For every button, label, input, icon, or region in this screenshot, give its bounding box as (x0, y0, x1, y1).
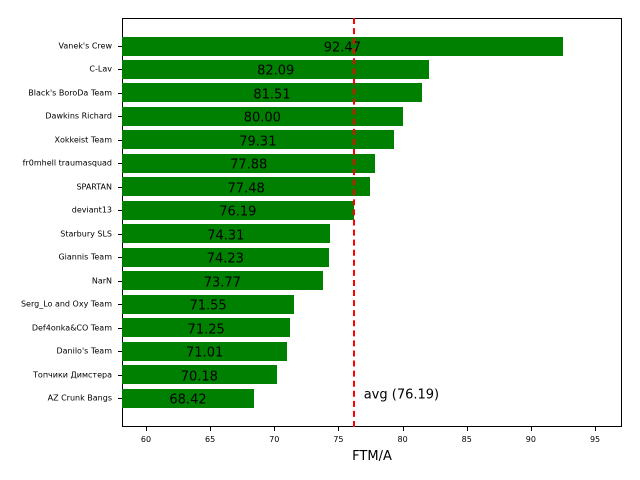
bar-value-label: 70.18 (180, 369, 218, 385)
y-tick-label: C-Lav (89, 64, 112, 74)
y-tick (118, 46, 122, 47)
y-tick-label: NarN (91, 276, 112, 286)
y-tick (118, 257, 122, 259)
bar (122, 153, 376, 173)
bar-value-label: 74.23 (206, 251, 244, 267)
x-tick-label: 75 (333, 435, 344, 444)
x-axis-title: FTM/A (352, 449, 392, 464)
bar-value-label: 73.77 (203, 275, 241, 291)
x-tick-label: 95 (589, 435, 601, 444)
bar (122, 59, 430, 79)
bar-value-label: 71.25 (187, 322, 225, 338)
bar (122, 341, 288, 361)
y-tick (118, 351, 122, 353)
x-tick-label: 80 (397, 435, 408, 444)
x-tick (466, 427, 468, 431)
x-tick (530, 427, 532, 431)
x-tick-label: 90 (525, 435, 536, 444)
bar (122, 318, 291, 338)
y-tick (118, 280, 122, 282)
y-tick (118, 186, 122, 188)
bar-value-label: 68.42 (169, 392, 207, 408)
y-tick-label: Serg_Lo and Oxy Team (20, 299, 112, 309)
bar (122, 130, 394, 150)
y-tick (118, 116, 122, 118)
y-tick-label: Def4onka&CO Team (31, 323, 112, 333)
x-tick-label: 85 (461, 435, 472, 444)
bar-value-label: 76.19 (219, 204, 257, 220)
y-tick-label: Топчики Димстера (33, 370, 112, 380)
bar (122, 106, 403, 126)
y-tick (118, 304, 122, 306)
y-tick-label: Black's BoroDa Team (28, 88, 112, 98)
x-tick (145, 427, 147, 431)
bar-value-label: 79.31 (239, 134, 277, 150)
x-tick-label: 65 (205, 435, 216, 444)
average-reference-line (352, 18, 355, 427)
bar (122, 247, 329, 267)
bar-value-label: 92.47 (323, 40, 361, 56)
bar-value-label: 71.55 (189, 298, 227, 314)
plot-area (122, 18, 622, 427)
y-tick-label: Danilo's Team (56, 346, 112, 356)
y-tick-label: Giannis Team (58, 252, 112, 262)
bar (122, 271, 323, 291)
x-tick (595, 427, 597, 431)
y-tick (118, 233, 122, 235)
x-tick (402, 427, 404, 431)
y-tick-label: Xokkeist Team (54, 135, 113, 145)
bar (122, 365, 277, 385)
y-tick-label: AZ Crunk Bangs (47, 393, 112, 403)
x-tick (338, 427, 340, 431)
y-tick (118, 374, 122, 376)
x-tick-label: 70 (269, 435, 280, 444)
y-tick-label: deviant13 (71, 205, 112, 215)
average-label: avg (76.19) (363, 387, 440, 403)
bar (122, 36, 563, 56)
bar (122, 83, 422, 103)
x-tick (210, 427, 212, 431)
y-tick (118, 163, 122, 165)
bar-value-label: 81.51 (253, 87, 291, 103)
bar-value-label: 80.00 (243, 110, 281, 126)
y-tick-label: Vanek's Crew (58, 41, 112, 51)
y-tick (118, 398, 122, 399)
bar-value-label: 77.48 (227, 181, 265, 197)
bar-value-label: 77.88 (230, 157, 268, 173)
bar (122, 200, 354, 220)
x-tick-label: 60 (140, 435, 152, 444)
bar-value-label: 74.31 (207, 228, 245, 244)
y-tick-label: SPARTAN (76, 182, 112, 192)
y-tick (118, 139, 122, 141)
y-tick (118, 327, 122, 329)
x-tick (274, 427, 276, 431)
bar-value-label: 71.01 (186, 345, 224, 361)
y-tick (118, 210, 122, 212)
y-tick (118, 92, 122, 94)
y-tick (118, 69, 122, 71)
bar-value-label: 82.09 (257, 63, 295, 79)
y-tick-label: Starbury SLS (60, 229, 112, 239)
bar (122, 177, 371, 197)
y-tick-label: Dawkins Richard (45, 111, 112, 121)
bar (122, 224, 330, 244)
y-tick-label: fr0mhell traumasquad (22, 158, 112, 168)
bar (122, 294, 295, 314)
bar (122, 388, 255, 408)
